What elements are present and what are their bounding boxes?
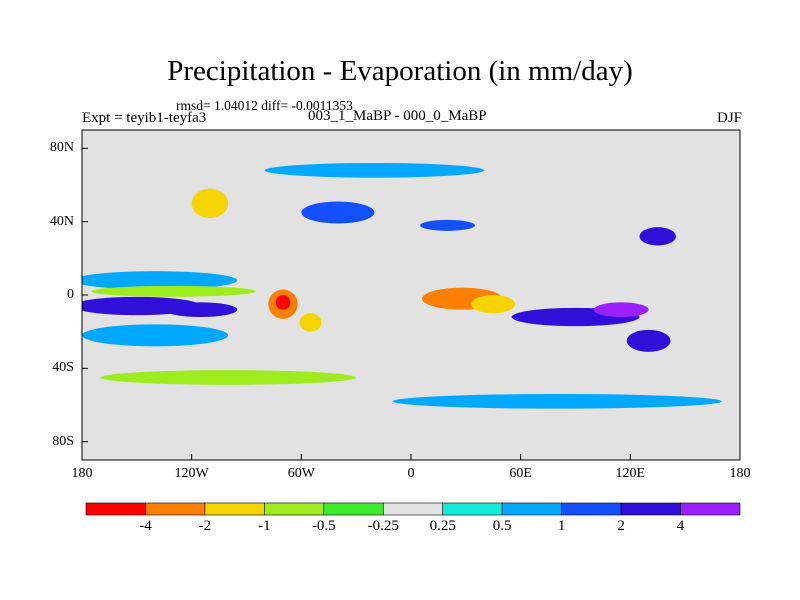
- region-north-atlantic-wet: [301, 201, 375, 224]
- region-eq-pacific-dry: [91, 285, 256, 297]
- region-arctic-band: [264, 163, 485, 178]
- colorbar-label: 2: [617, 518, 625, 534]
- x-tick-label: 60E: [509, 466, 532, 481]
- colorbar-label: 1: [557, 518, 566, 534]
- colorbar-label: 0.25: [429, 518, 456, 534]
- colorbar-box: [501, 502, 562, 516]
- region-amazon-core: [275, 295, 291, 310]
- colorbar-label: -0.5: [311, 518, 336, 534]
- region-east-africa-dry: [471, 295, 516, 314]
- experiment-label: Expt = teyib1-teyfa3: [82, 110, 207, 126]
- colorbar-box: [204, 502, 265, 516]
- region-brazil-dry: [299, 313, 322, 332]
- region-east-asia-wet: [639, 227, 677, 246]
- colorbar-box: [145, 502, 206, 516]
- y-tick-label: 40S: [52, 360, 74, 376]
- y-tick-label: 80S: [52, 433, 74, 449]
- colorbar-label: -4: [139, 518, 152, 534]
- region-north-america-dry: [191, 188, 229, 218]
- colorbar-label: 4: [676, 518, 685, 534]
- region-southern-ocean-cyan: [392, 394, 722, 409]
- season-label: DJF: [716, 110, 742, 126]
- colorbar-label: 0.5: [492, 518, 512, 534]
- chart-subtitle: 003_1_MaBP - 000_0_MaBP: [308, 108, 487, 124]
- chart-title: Precipitation - Evaporation (in mm/day): [167, 55, 633, 87]
- colorbar-label: -2: [198, 518, 212, 534]
- y-tick-label: 40N: [49, 213, 74, 229]
- x-tick-label: 180: [729, 466, 751, 481]
- stat-line: rmsd= 1.04012 diff= -0.0011353: [176, 98, 353, 113]
- colorbar-box: [85, 502, 146, 516]
- colorbar-box: [382, 502, 444, 516]
- colorbar-label: -1: [258, 518, 271, 534]
- precip-field: [82, 163, 722, 409]
- region-maritime-wet: [593, 302, 649, 317]
- region-north-pacific-band: [82, 271, 238, 290]
- colorbar-label: -0.25: [367, 518, 399, 534]
- colorbar-box: [264, 502, 325, 516]
- colorbar-box: [323, 502, 384, 516]
- colorbar-box: [561, 502, 622, 516]
- y-tick-label: 80N: [49, 140, 74, 156]
- x-tick-label: 0: [407, 466, 415, 481]
- x-tick-label: 180: [71, 466, 93, 481]
- region-southern-ocean-green: [100, 370, 357, 385]
- region-mediterranean-wet: [420, 219, 475, 231]
- x-tick-label: 120E: [615, 466, 646, 481]
- x-tick-label: 120W: [174, 466, 209, 481]
- region-eq-pacific-east: [164, 302, 238, 317]
- colorbar-box: [680, 502, 741, 516]
- colorbar-box: [442, 502, 503, 516]
- colorbar-box: [620, 502, 681, 516]
- y-tick-label: 0: [67, 287, 74, 302]
- region-south-pacific-band: [82, 324, 229, 347]
- region-australia-wet: [626, 329, 671, 352]
- x-tick-label: 60W: [287, 466, 315, 481]
